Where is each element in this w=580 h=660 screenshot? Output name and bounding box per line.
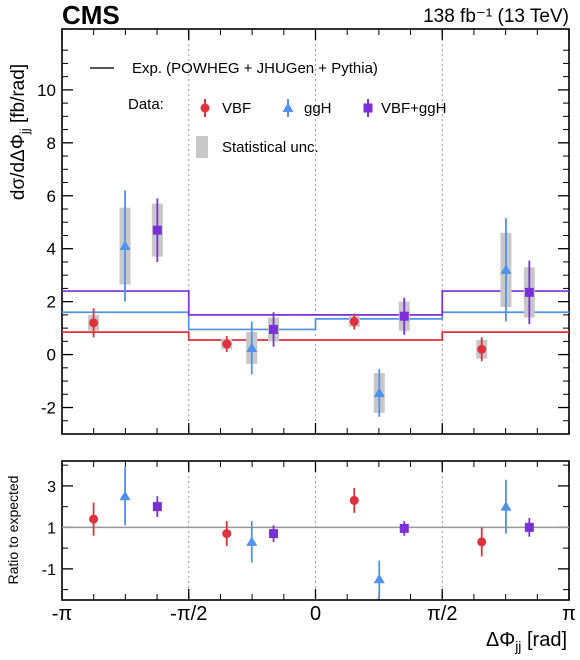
data-point-ggh-3 [500, 264, 512, 274]
ratio-point-vbf-3 [477, 537, 487, 547]
ratio-point-vbf-ggh-0 [152, 502, 162, 512]
data-point-vbf-ggh-3 [524, 287, 534, 297]
ratio-y-tick-label: 1 [47, 520, 56, 537]
main-y-tick-label: 8 [47, 134, 56, 153]
ratio-y-axis-label: Ratio to expected [5, 476, 21, 585]
expected-histograms [62, 290, 569, 341]
data-point-vbf-3 [477, 344, 487, 354]
data-point-vbf-1 [222, 339, 232, 349]
data-point-vbf-ggh-1 [269, 324, 279, 334]
legend-stat-box [196, 136, 208, 158]
ratio-y-ticks: -1 1 3 [42, 464, 569, 591]
data-point-ggh-1 [246, 342, 258, 352]
experiment-label: CMS [62, 0, 120, 30]
main-y-tick-label: 6 [47, 187, 56, 206]
legend-ggh-marker [282, 99, 294, 117]
x-ticks: -π -π/2 0 π/2 π [52, 29, 576, 625]
main-y-ticks: -2 0 2 4 6 8 10 [37, 49, 569, 435]
legend-stat-label: Statistical unc. [222, 139, 319, 156]
ratio-y-tick-label: 3 [47, 479, 56, 496]
data-point-ggh-0 [119, 240, 131, 251]
ratio-point-vbf-2 [349, 495, 359, 505]
expected-line-vbf-ggh [62, 290, 569, 316]
ratio-point-vbf-1 [222, 529, 232, 539]
main-data-points [89, 190, 534, 417]
main-y-axis-label: dσ/dΔΦjj [fb/rad] [8, 64, 32, 200]
ratio-point-vbf-0 [89, 514, 99, 524]
x-tick-label: -π [52, 603, 72, 625]
data-point-vbf-0 [89, 318, 99, 328]
ratio-y-tick-label: -1 [42, 562, 56, 579]
x-tick-label: -π/2 [170, 603, 207, 625]
data-point-ggh-2 [373, 387, 385, 397]
data-point-vbf-ggh-2 [399, 311, 409, 321]
x-tick-label: π/2 [427, 603, 457, 625]
luminosity-label: 138 fb⁻¹ (13 TeV) [423, 6, 569, 27]
ratio-point-vbf-ggh-2 [399, 523, 409, 533]
legend: Exp. (POWHEG + JHUGen + Pythia) Data: VB… [90, 60, 446, 158]
legend-vbf-ggh-marker [363, 99, 373, 117]
main-y-tick-label: 4 [47, 240, 56, 259]
x-tick-label: 0 [310, 603, 321, 625]
expected-line-vbf [62, 331, 569, 341]
data-point-vbf-2 [349, 317, 359, 326]
ratio-panel-bin-lines [188, 461, 443, 600]
main-panel-bin-lines [188, 29, 443, 434]
ratio-point-vbf-ggh-3 [524, 522, 534, 532]
x-axis-label: ΔΦjj [rad] [486, 629, 567, 654]
statistical-uncertainty-bands [88, 203, 535, 413]
ratio-point-ggh-0 [119, 490, 131, 501]
legend-expected-label: Exp. (POWHEG + JHUGen + Pythia) [132, 60, 378, 77]
ratio-point-ggh-3 [500, 501, 512, 511]
x-tick-label: π [562, 603, 576, 625]
main-y-tick-label: 10 [37, 81, 56, 100]
ratio-point-ggh-1 [246, 536, 258, 546]
ratio-point-ggh-2 [373, 573, 385, 584]
legend-vbf-label: VBF [222, 100, 251, 117]
data-point-vbf-ggh-0 [152, 225, 162, 235]
legend-ggh-label: ggH [304, 100, 332, 117]
main-y-tick-label: 2 [47, 293, 56, 312]
ratio-point-vbf-ggh-1 [269, 529, 279, 539]
main-y-tick-label: 0 [47, 346, 56, 365]
main-y-tick-label: -2 [41, 399, 56, 418]
legend-vbf-ggh-label: VBF+ggH [381, 100, 446, 117]
ratio-data-points [89, 467, 534, 598]
legend-vbf-marker [200, 99, 210, 117]
legend-data-prefix: Data: [128, 96, 164, 113]
